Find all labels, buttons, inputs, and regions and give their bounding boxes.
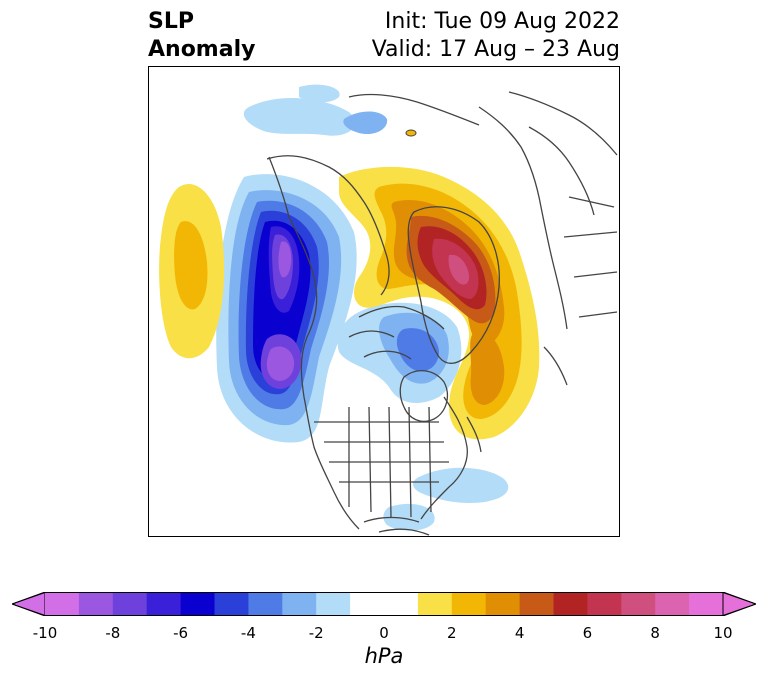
colorbar-swatch	[384, 592, 419, 616]
map-title: SLP Anomaly	[148, 8, 255, 64]
title-line-1: SLP	[148, 9, 194, 34]
colorbar-extend-high	[722, 592, 756, 616]
negative-anomaly-south	[383, 467, 509, 531]
colorbar-tick-label: 2	[447, 624, 457, 642]
colorbar-swatch	[553, 592, 588, 616]
colorbar-tick-label: 8	[650, 624, 660, 642]
colorbar-tick-label: 4	[514, 624, 525, 642]
colorbar-swatch	[146, 592, 182, 616]
colorbar-swatch	[282, 592, 317, 616]
colorbar-tick-label: 6	[582, 624, 593, 642]
forecast-dates: Init: Tue 09 Aug 2022 Valid: 17 Aug – 23…	[372, 8, 620, 64]
colorbar-swatch	[248, 592, 283, 616]
colorbar-tick-label: -10	[32, 624, 58, 642]
colorbar-swatch	[451, 592, 487, 616]
colorbar-swatch	[78, 592, 114, 616]
colorbar-extend-low	[12, 592, 46, 616]
slp-anomaly-map	[159, 84, 618, 536]
colorbar-tick-label: 0	[379, 624, 389, 642]
colorbar-tick-label: -4	[240, 624, 256, 642]
colorbar-swatch	[112, 592, 148, 616]
colorbar-swatch	[45, 592, 80, 616]
colorbar-swatch	[655, 592, 690, 616]
colorbar-swatch	[316, 592, 351, 616]
colorbar-swatch	[519, 592, 554, 616]
negative-anomaly-west	[216, 174, 357, 443]
colorbar-units: hPa	[364, 644, 404, 668]
positive-anomaly-pacific	[159, 183, 225, 359]
colorbar-tick-label: -6	[173, 624, 189, 642]
colorbar	[12, 592, 756, 616]
colorbar-swatch	[621, 592, 656, 616]
negative-anomaly-north	[243, 84, 388, 136]
title-line-2: Anomaly	[148, 37, 256, 62]
islands	[405, 129, 417, 137]
colorbar-swatch	[689, 592, 724, 616]
colorbar-swatch	[180, 592, 215, 616]
colorbar-outline	[12, 592, 756, 616]
init-date: Init: Tue 09 Aug 2022	[384, 9, 620, 34]
colorbar-tick-label: -8	[105, 624, 121, 642]
colorbar-tick-labels: -10 -8 -6 -4 -2 0 2 4 6 8 10	[0, 624, 768, 644]
valid-range: Valid: 17 Aug – 23 Aug	[371, 37, 620, 62]
colorbar-swatch	[350, 592, 385, 616]
positive-anomaly-greenland	[339, 166, 540, 440]
colorbar-swatch	[587, 592, 622, 616]
map-panel	[148, 66, 620, 537]
coastlines	[266, 91, 618, 536]
colorbar-swatch	[485, 592, 521, 616]
colorbar-tick-label: 10	[713, 624, 733, 642]
colorbar-tick-label: -2	[308, 624, 324, 642]
colorbar-swatch	[214, 592, 249, 616]
colorbar-swatch	[417, 592, 453, 616]
